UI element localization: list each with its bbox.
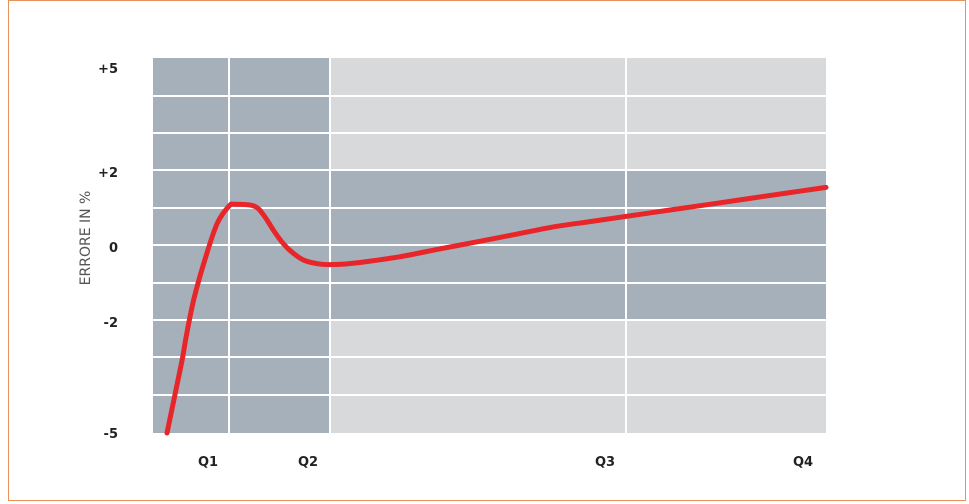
y-tick-label: -2 xyxy=(104,316,118,331)
x-tick-label: Q3 xyxy=(595,455,615,470)
y-axis-label: ERRORE IN % xyxy=(78,191,94,286)
y-tick-label: -5 xyxy=(104,427,118,442)
y-tick-label: +2 xyxy=(98,166,118,181)
x-tick-label: Q1 xyxy=(198,455,218,470)
x-tick-label: Q2 xyxy=(298,455,318,470)
x-tick-label: Q4 xyxy=(793,455,813,470)
y-tick-label: +5 xyxy=(98,62,118,77)
y-tick-label: 0 xyxy=(109,241,118,256)
